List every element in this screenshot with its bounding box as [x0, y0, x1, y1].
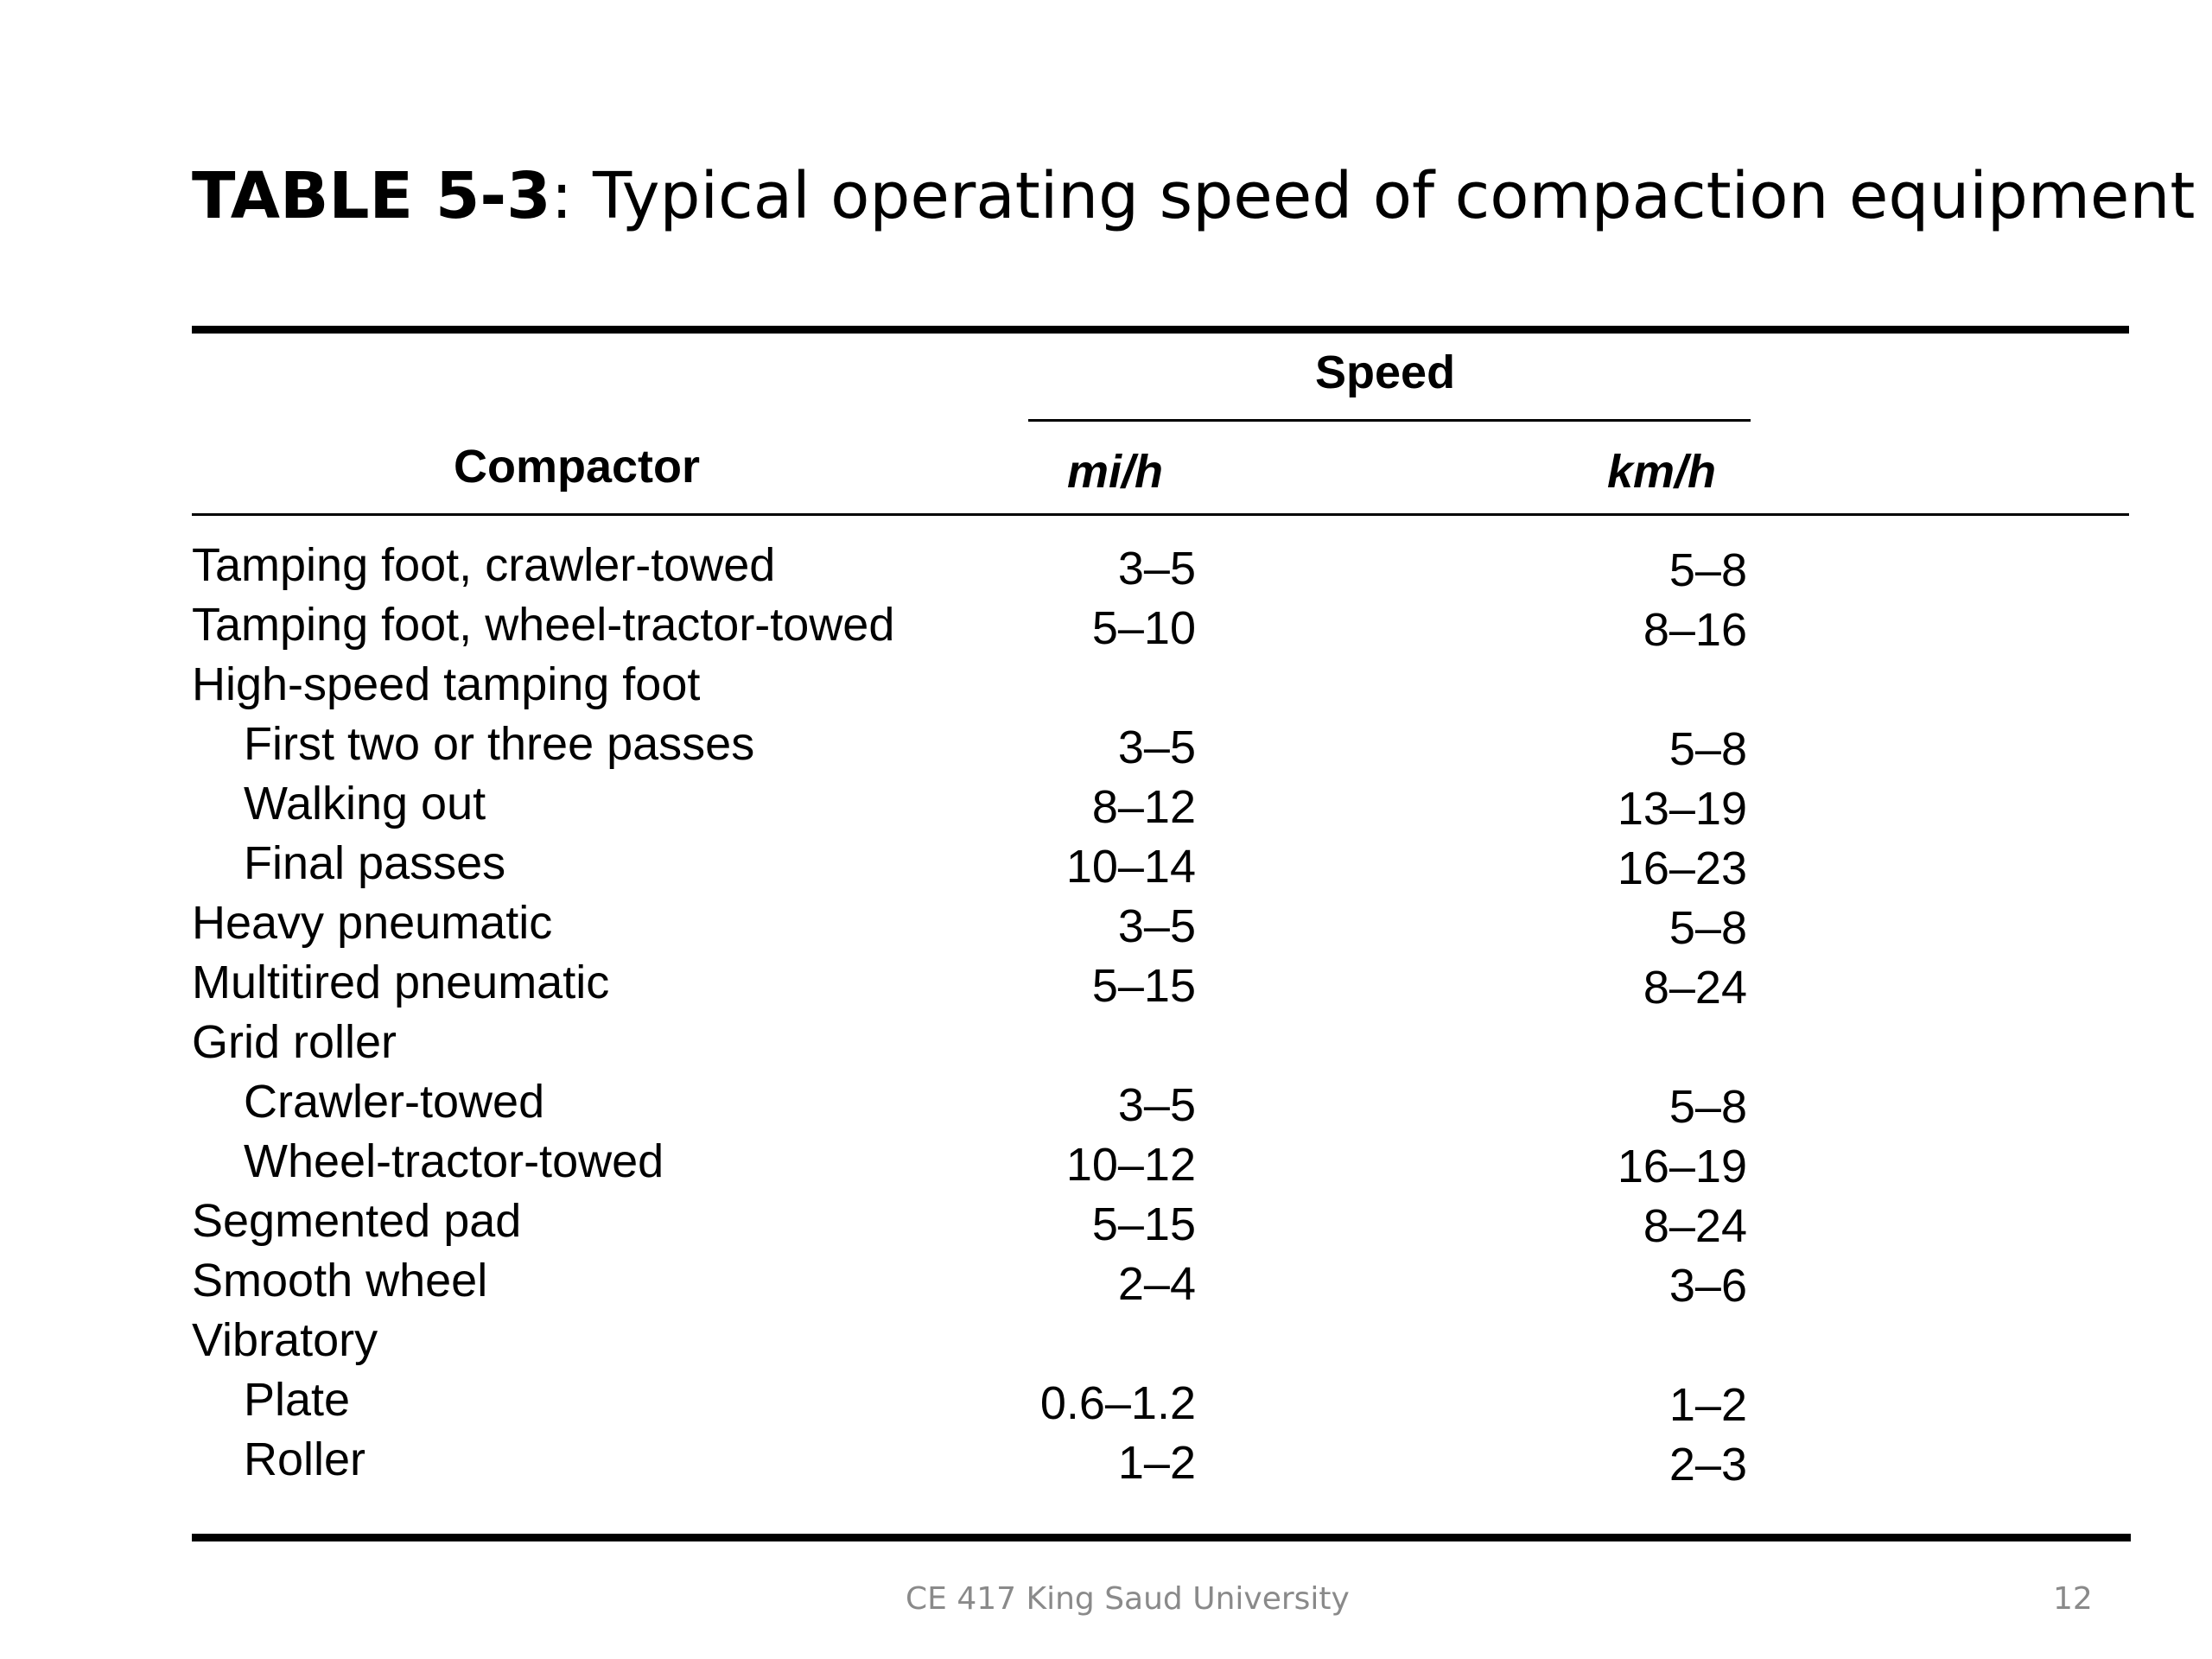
table-caption: : Typical operating speed of compaction … — [550, 159, 2196, 233]
speed-kph-cell: 16–19 — [1617, 1141, 1747, 1192]
speed-kph-cell: 5–8 — [1669, 902, 1747, 954]
speed-kph-cell: 5–8 — [1669, 723, 1747, 775]
speed-mph-cell: 3–5 — [1117, 543, 1196, 594]
compactor-name: Wheel-tractor-towed — [244, 1135, 664, 1187]
table-row: Tamping foot, crawler-towed 3–5 5–8 — [192, 536, 2006, 596]
compactor-name: Roller — [244, 1433, 366, 1485]
compactor-name: Vibratory — [192, 1314, 378, 1366]
table-row: Walking out 8–12 13–19 — [192, 774, 2006, 835]
compactor-name: Tamping foot, wheel-tractor-towed — [192, 599, 895, 651]
table-row: Grid roller — [192, 1013, 2006, 1072]
table-row: Plate 0.6–1.2 1–2 — [192, 1370, 2006, 1431]
speed-mph-cell: 10–12 — [1065, 1139, 1196, 1191]
speed-kph-cell: 8–24 — [1643, 1200, 1747, 1252]
speed-kph-cell: 3–6 — [1669, 1260, 1747, 1312]
speed-mph-cell: 1–2 — [1117, 1437, 1196, 1489]
speed-kph-cell: 5–8 — [1669, 544, 1747, 596]
compactor-name: Crawler-towed — [244, 1076, 545, 1128]
table-row: Multitired pneumatic 5–15 8–24 — [192, 953, 2006, 1014]
table-row: Final passes 10–14 16–23 — [192, 834, 2006, 894]
speed-mph-cell: 3–5 — [1117, 1079, 1196, 1131]
table-row: Heavy pneumatic 3–5 5–8 — [192, 893, 2006, 954]
table-top-rule — [192, 326, 2129, 334]
compactor-name: Plate — [244, 1374, 351, 1426]
speed-kph-cell: 13–19 — [1617, 783, 1747, 835]
speed-mph-cell: 2–4 — [1117, 1258, 1196, 1310]
compactor-name: High-speed tamping foot — [192, 658, 701, 710]
table-row: First two or three passes 3–5 5–8 — [192, 715, 2006, 775]
compactor-name: Grid roller — [192, 1016, 397, 1068]
slide-footer: CE 417 King Saud University — [906, 1581, 1350, 1617]
speed-mph-cell: 0.6–1.2 — [1039, 1377, 1196, 1429]
column-header-kph: km/h — [1607, 446, 1717, 498]
compactor-name: Tamping foot, crawler-towed — [192, 539, 776, 591]
speed-kph-cell: 2–3 — [1669, 1439, 1747, 1491]
table-row: Roller 1–2 2–3 — [192, 1430, 2006, 1491]
table-row: High-speed tamping foot — [192, 655, 2006, 715]
speed-mph-cell: 3–5 — [1117, 900, 1196, 952]
column-header-compactor: Compactor — [454, 441, 701, 493]
speed-kph-cell: 16–23 — [1617, 842, 1747, 894]
speed-group-header: Speed — [1315, 346, 1456, 398]
speed-mph-cell: 5–15 — [1091, 1198, 1196, 1250]
speed-mph-cell: 8–12 — [1091, 781, 1196, 833]
table-row: Smooth wheel 2–4 3–6 — [192, 1251, 2006, 1312]
speed-kph-cell: 8–24 — [1643, 962, 1747, 1014]
table-row: Tamping foot, wheel-tractor-towed 5–10 8–1… — [192, 595, 2006, 656]
speed-mph-cell: 5–10 — [1091, 602, 1196, 654]
compactor-name: Segmented pad — [192, 1195, 522, 1247]
speed-group-rule — [1028, 419, 1751, 422]
table-row: Crawler-towed 3–5 5–8 — [192, 1072, 2006, 1133]
slide-title: TABLE 5-3: Typical operating speed of co… — [192, 164, 2195, 228]
slide-number: 12 — [2053, 1581, 2093, 1617]
table-bottom-rule — [192, 1534, 2131, 1541]
speed-kph-cell: 5–8 — [1669, 1081, 1747, 1133]
table-row: Vibratory — [192, 1311, 2006, 1370]
compactor-name: Heavy pneumatic — [192, 897, 553, 949]
speed-mph-cell: 5–15 — [1091, 960, 1196, 1012]
compactor-name: Walking out — [244, 778, 486, 830]
compactor-name: First two or three passes — [244, 718, 755, 770]
speed-kph-cell: 1–2 — [1669, 1379, 1747, 1431]
table-header-rule — [192, 513, 2129, 516]
column-header-mph: mi/h — [1067, 446, 1164, 498]
table-row: Segmented pad 5–15 8–24 — [192, 1192, 2006, 1252]
table-number: TABLE 5-3 — [192, 159, 551, 233]
compactor-name: Final passes — [244, 837, 506, 889]
table-row: Wheel-tractor-towed 10–12 16–19 — [192, 1132, 2006, 1192]
speed-mph-cell: 3–5 — [1117, 721, 1196, 773]
compactor-name: Smooth wheel — [192, 1255, 488, 1306]
table-body: Tamping foot, crawler-towed 3–5 5–8 Tamping… — [192, 536, 2006, 1491]
speed-mph-cell: 10–14 — [1065, 841, 1196, 893]
compactor-name: Multitired pneumatic — [192, 957, 610, 1008]
speed-kph-cell: 8–16 — [1643, 604, 1747, 656]
